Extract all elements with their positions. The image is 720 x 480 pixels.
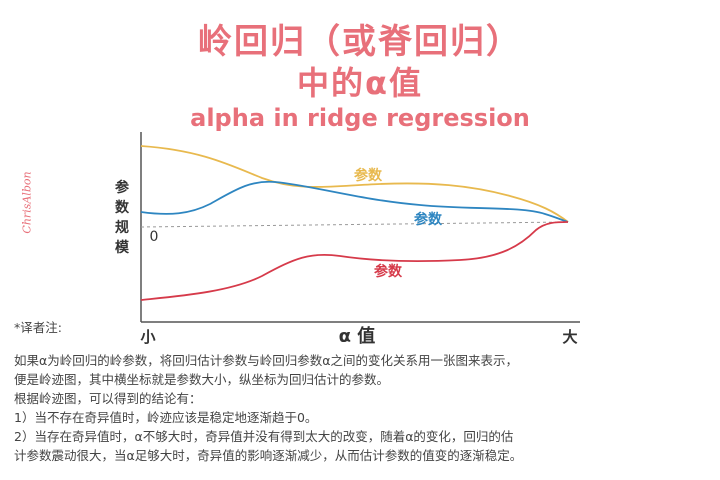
- curve-label-yellow: 参数: [354, 167, 383, 184]
- coefficient-curve-blue: [140, 180, 569, 223]
- coefficient-curve-red: [140, 221, 569, 301]
- x-axis-left-label: 小: [140, 328, 155, 346]
- curve-label-red: 参数: [374, 263, 403, 280]
- y-axis-label-char-4: 模: [115, 239, 130, 256]
- note-line-1: 如果α为岭回归的岭参数，将回归估计参数与岭回归参数α之间的变化关系用一张图来表示…: [14, 353, 518, 368]
- note-line-5: 2）当存在奇异值时，α不够大时，奇异值并没有得到太大的改变，随着α的变化，回归的…: [14, 429, 514, 444]
- note-line-6: 计参数震动很大，当α足够大时，奇异值的影响逐渐减少，从而估计参数的值变的逐渐稳定…: [14, 448, 523, 463]
- title-line-2: 中的α值: [297, 64, 423, 102]
- translator-notes: *译者注: 如果α为岭回归的岭参数，将回归估计参数与岭回归参数α之间的变化关系用…: [14, 318, 714, 465]
- zero-line: [140, 221, 569, 228]
- title-line-1: 岭回归（或脊回归）: [198, 22, 522, 62]
- y-axis-label-char-2: 数: [115, 199, 130, 216]
- note-line-3: 根据岭迹图，可以得到的结论有：: [14, 391, 202, 406]
- curve-label-blue: 参数: [414, 211, 443, 228]
- x-axis-center-label: α 值: [339, 325, 376, 347]
- note-line-2: 便是岭迹图，其中横坐标就是参数大小，纵坐标为回归估计的参数。: [14, 372, 390, 387]
- title-line-3: alpha in ridge regression: [190, 104, 530, 132]
- note-line-4: 1）当不存在奇异值时，岭迹应该是稳定地逐渐趋于0。: [14, 410, 318, 425]
- y-axis-label-char-3: 规: [115, 220, 129, 236]
- x-axis-right-label: 大: [562, 328, 577, 346]
- y-axis-label-char-1: 参: [115, 179, 130, 196]
- coefficient-curve-yellow: [140, 145, 569, 223]
- notes-heading: *译者注:: [14, 320, 62, 335]
- zero-label: 0: [150, 229, 159, 245]
